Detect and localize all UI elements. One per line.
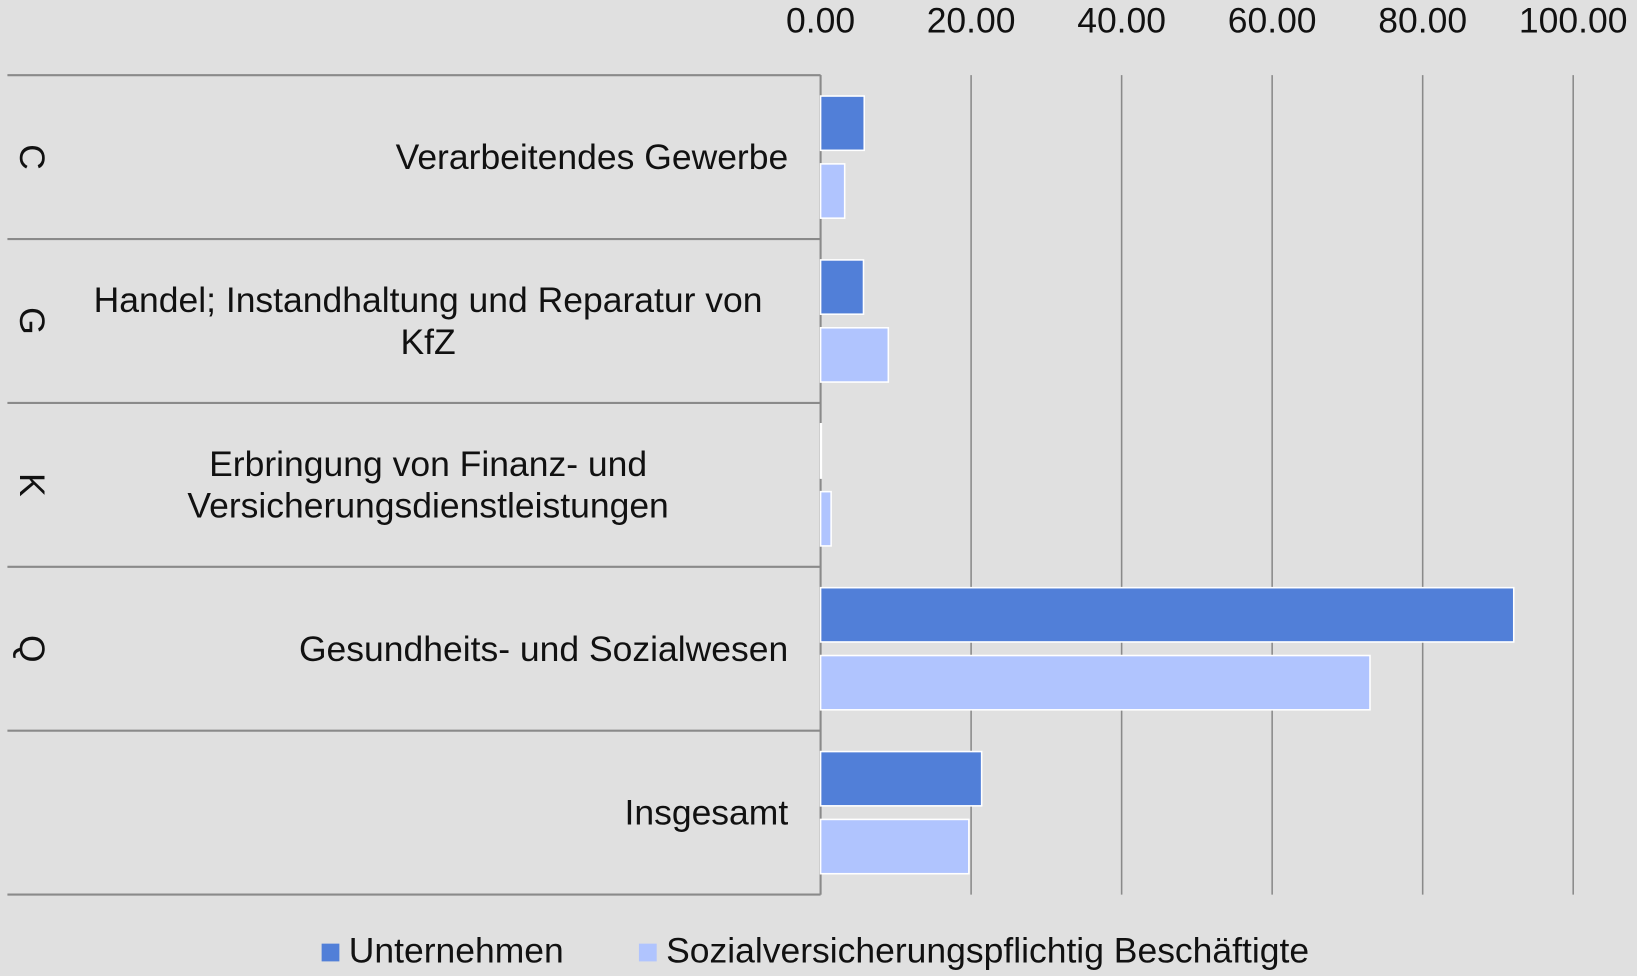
bar bbox=[819, 490, 832, 547]
category-label-wrap: Erbringung von Finanz- und Versicherungs… bbox=[63, 403, 788, 567]
group-label: Q bbox=[12, 635, 52, 663]
category-label: Erbringung von Finanz- und Versicherungs… bbox=[187, 444, 669, 526]
legend-swatch bbox=[638, 943, 657, 962]
bar bbox=[819, 326, 890, 383]
category-label-box: Insgesamt bbox=[63, 731, 788, 895]
bar bbox=[819, 163, 846, 219]
legend-label: Sozialversicherungspflichtig Beschäftigt… bbox=[666, 930, 1309, 970]
x-tick-label: 80.00 bbox=[1378, 0, 1467, 40]
category-label: Handel; Instandhaltung und Reparatur von… bbox=[93, 280, 763, 362]
legend-label: Unternehmen bbox=[349, 930, 564, 970]
bar bbox=[819, 654, 1371, 711]
category-label: Insgesamt bbox=[624, 792, 789, 833]
group-label: K bbox=[12, 473, 52, 497]
bar bbox=[819, 259, 865, 315]
category-label-box: Erbringung von Finanz- und Versicherungs… bbox=[63, 403, 788, 567]
bar bbox=[819, 423, 823, 479]
x-tick-label: 40.00 bbox=[1077, 0, 1166, 40]
category-label-box: Verarbeitendes Gewerbe bbox=[63, 75, 789, 239]
bar bbox=[819, 818, 970, 875]
x-tick-label: 20.00 bbox=[927, 0, 1016, 40]
category-label-wrap: Insgesamt bbox=[63, 731, 788, 895]
legend-swatch bbox=[321, 943, 340, 962]
category-label-wrap: Handel; Instandhaltung und Reparatur von… bbox=[63, 239, 788, 403]
group-label: G bbox=[12, 307, 52, 335]
category-label: Verarbeitendes Gewerbe bbox=[395, 137, 789, 177]
category-label: Gesundheits- und Sozialwesen bbox=[298, 628, 789, 669]
category-label-box: Gesundheits- und Sozialwesen bbox=[63, 567, 788, 731]
category-label-box: Handel; Instandhaltung und Reparatur von… bbox=[63, 239, 788, 403]
group-label: C bbox=[12, 144, 52, 170]
bar bbox=[819, 95, 866, 152]
x-tick-label: 100.00 bbox=[1519, 0, 1628, 40]
category-label-wrap: Gesundheits- und Sozialwesen bbox=[63, 567, 788, 731]
bar bbox=[819, 750, 983, 807]
x-tick-label: 0.00 bbox=[786, 0, 855, 40]
category-label-wrap: Verarbeitendes Gewerbe bbox=[63, 75, 789, 239]
x-tick-label: 60.00 bbox=[1228, 0, 1317, 40]
bar bbox=[819, 586, 1515, 643]
